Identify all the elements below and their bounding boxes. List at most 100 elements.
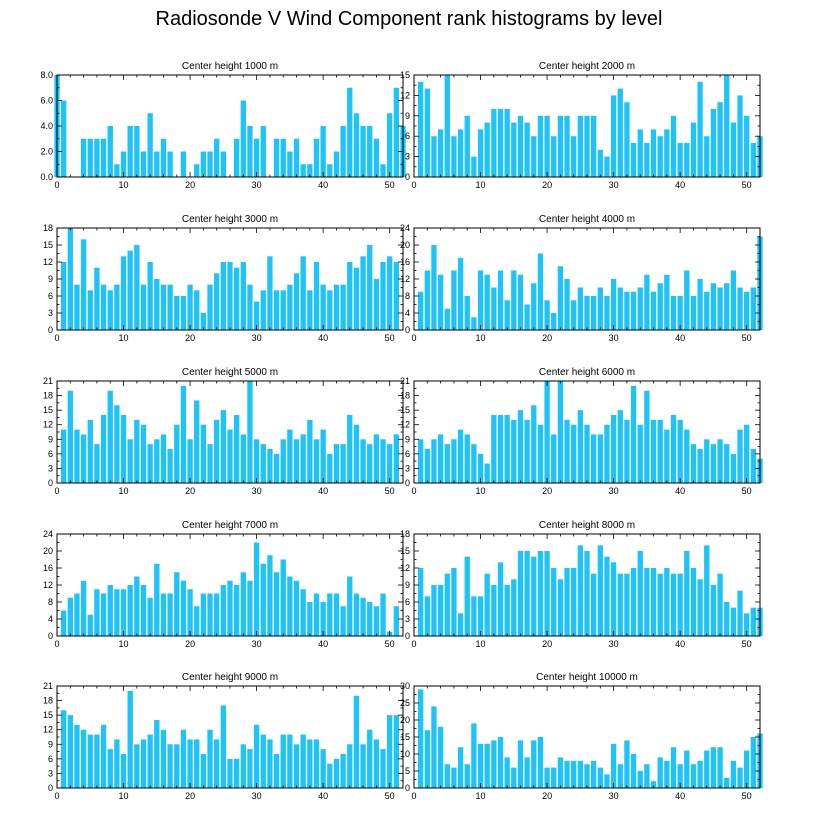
- bar: [524, 122, 530, 177]
- x-tick-label: 0: [54, 791, 59, 801]
- bar: [94, 734, 100, 788]
- x-tick-label: 20: [542, 791, 552, 801]
- bar: [710, 283, 717, 330]
- bar: [597, 434, 603, 483]
- bar: [730, 453, 737, 483]
- y-tick-label: 6: [405, 449, 410, 459]
- y-tick-label: 15: [400, 70, 410, 80]
- x-tick-label: 50: [742, 639, 752, 649]
- bar: [247, 749, 253, 788]
- bar: [200, 593, 207, 636]
- bar: [247, 126, 253, 177]
- y-tick-label: 18: [400, 529, 410, 539]
- y-tick-label: 0: [405, 631, 410, 641]
- bar: [690, 122, 697, 177]
- bar: [180, 151, 187, 177]
- bar: [504, 415, 510, 483]
- bar: [577, 410, 583, 483]
- bar: [704, 291, 710, 330]
- bar: [367, 126, 373, 177]
- y-tick-label: 9: [48, 434, 53, 444]
- bar: [147, 734, 153, 788]
- bar: [307, 602, 313, 636]
- y-tick-label: 6.0: [40, 96, 53, 106]
- bar: [67, 390, 73, 483]
- y-tick-label: 0: [405, 783, 410, 793]
- bar: [207, 444, 213, 483]
- chart-panel-3: Center height 3000 m 0 10 20 30 40 50 0 3 6 9 12 15 1…: [43, 214, 404, 343]
- bar: [367, 602, 373, 636]
- bar: [333, 444, 340, 483]
- y-tick-label: 4: [405, 308, 410, 318]
- bar: [737, 429, 743, 483]
- bar: [180, 729, 187, 788]
- bar: [160, 729, 167, 788]
- bar: [697, 279, 703, 330]
- bar: [517, 274, 524, 330]
- bar: [187, 739, 193, 788]
- chart-panel-1: Center height 1000 m 0 10 20 30 40 50 0.0 2.0 4.0…: [40, 61, 406, 190]
- bar: [373, 279, 380, 330]
- bar: [437, 274, 444, 330]
- bar: [60, 100, 67, 177]
- x-tick-label: 40: [675, 791, 685, 801]
- y-tick-label: 15: [400, 732, 410, 742]
- y-tick-label: 15: [43, 710, 53, 720]
- bar: [94, 267, 100, 330]
- bar: [590, 296, 597, 330]
- x-tick-label: 40: [318, 791, 328, 801]
- bar: [704, 439, 710, 483]
- bar: [524, 757, 530, 788]
- bar: [584, 296, 590, 330]
- bar: [360, 744, 366, 788]
- bar: [610, 562, 617, 636]
- chart-panel-7: Center height 7000 m 0 10 20 30 40 50 0 4 8 12 16 20…: [43, 520, 404, 649]
- bar: [74, 429, 80, 483]
- bar: [737, 590, 743, 636]
- bar: [100, 415, 107, 483]
- bar: [617, 410, 623, 483]
- bar: [60, 610, 67, 636]
- y-tick-label: 18: [43, 223, 53, 233]
- bar: [437, 129, 444, 177]
- bar: [327, 593, 333, 636]
- bar: [504, 757, 510, 788]
- bar: [273, 754, 280, 788]
- x-tick-label: 0: [54, 180, 59, 190]
- bar: [690, 568, 697, 636]
- bar: [300, 434, 306, 483]
- y-tick-label: 15: [400, 405, 410, 415]
- bar: [260, 126, 266, 177]
- bar: [497, 109, 504, 177]
- y-tick-label: 3: [405, 463, 410, 473]
- bar: [424, 449, 430, 483]
- bar: [300, 589, 306, 636]
- bar: [531, 283, 537, 330]
- bar: [730, 270, 737, 330]
- bar: [60, 710, 67, 788]
- bar: [80, 239, 87, 330]
- bar: [333, 593, 340, 636]
- bar: [557, 757, 564, 788]
- bar: [697, 760, 703, 788]
- bar: [313, 138, 320, 177]
- bar: [134, 126, 140, 177]
- bar: [544, 767, 550, 788]
- bar: [670, 747, 677, 788]
- bar: [200, 754, 207, 788]
- bar: [167, 151, 173, 177]
- y-tick-label: 0: [48, 783, 53, 793]
- bar: [373, 606, 380, 636]
- bar: [424, 88, 430, 177]
- bar: [604, 156, 610, 177]
- bar: [730, 760, 737, 788]
- bar: [584, 551, 590, 636]
- bar: [710, 585, 717, 636]
- bar: [233, 138, 240, 177]
- bar: [320, 126, 326, 177]
- bar: [644, 390, 650, 483]
- bar: [360, 256, 366, 330]
- bar: [717, 573, 723, 636]
- bar: [650, 781, 657, 788]
- bar: [457, 429, 464, 483]
